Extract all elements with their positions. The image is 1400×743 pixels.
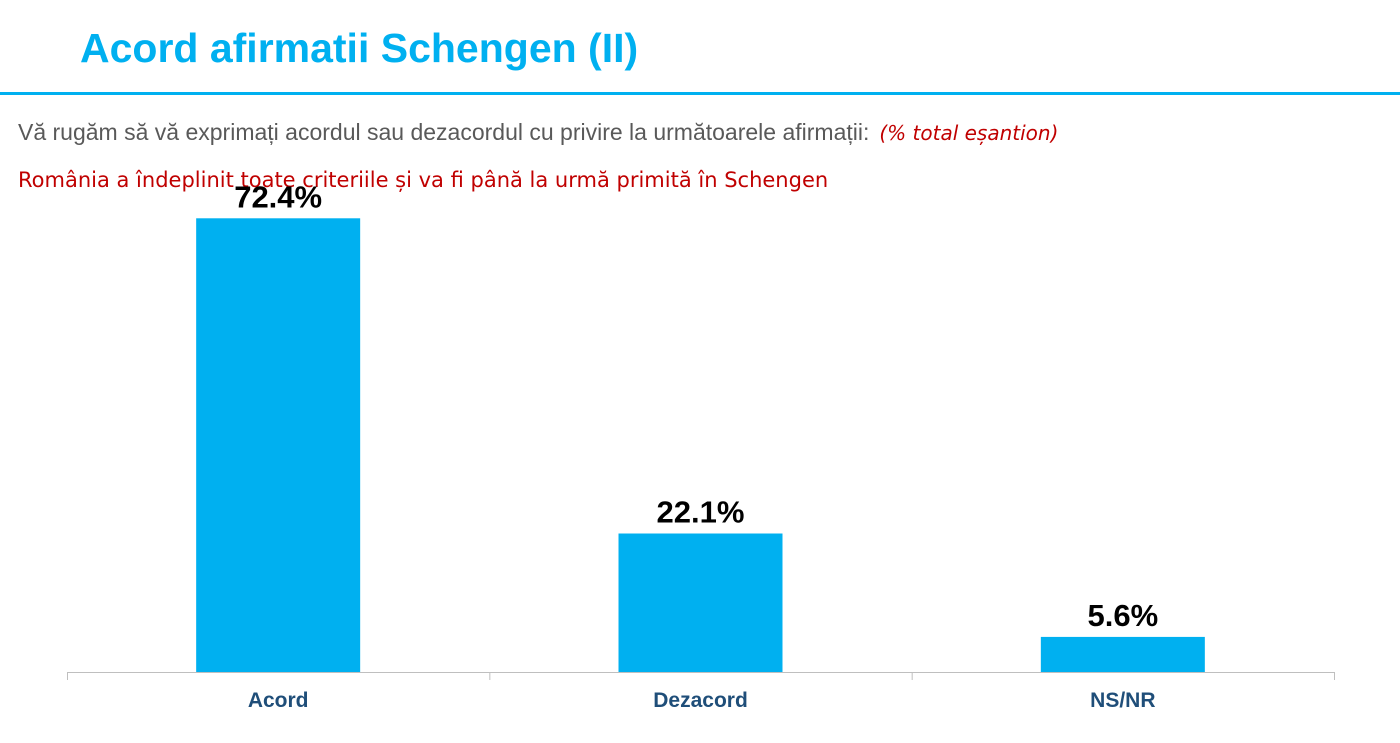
- bar-ns-nr: [1040, 636, 1205, 672]
- bar-dezacord: [618, 533, 783, 672]
- data-label: 72.4%: [234, 179, 322, 214]
- question-text: Vă rugăm să vă exprimați acordul sau dez…: [18, 119, 870, 145]
- data-label: 22.1%: [657, 495, 745, 530]
- survey-statement: România a îndeplinit toate criteriile și…: [18, 168, 829, 192]
- page-title: Acord afirmatii Schengen (II): [80, 25, 639, 71]
- labels-group: 72.4% Acord 22.1% Dezacord 5.6% NS/NR: [234, 179, 1158, 712]
- category-label: NS/NR: [1090, 689, 1155, 712]
- category-label: Acord: [248, 689, 309, 712]
- bars-group: [196, 218, 1205, 672]
- title-divider: [0, 92, 1400, 95]
- sample-note: (% total eșantion): [879, 121, 1059, 145]
- survey-question: Vă rugăm să vă exprimați acordul sau dez…: [18, 116, 1058, 149]
- bar-acord: [196, 218, 361, 672]
- category-label: Dezacord: [653, 689, 748, 712]
- data-label: 5.6%: [1087, 598, 1158, 633]
- x-axis: [67, 672, 1335, 680]
